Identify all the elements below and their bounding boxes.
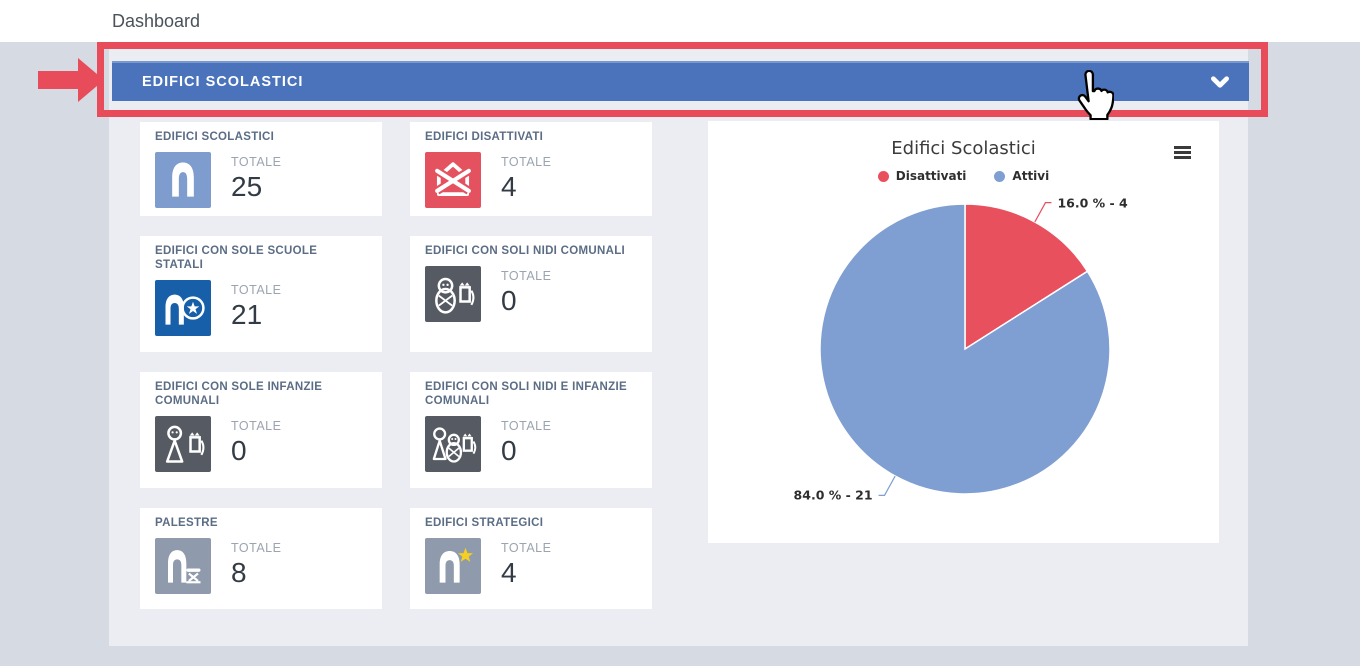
stat-card-edifici-disattivati[interactable]: EDIFICI DISATTIVATI TOTALE 4 (410, 122, 652, 216)
card-title: EDIFICI CON SOLI NIDI COMUNALI (425, 245, 626, 257)
stat-card-soli-nidi-comunali[interactable]: EDIFICI CON SOLI NIDI COMUNALI TOTALE 0 (410, 236, 652, 352)
card-title: EDIFICI CON SOLE INFANZIE COMUNALI (155, 381, 323, 407)
section-header-label: EDIFICI SCOLASTICI (142, 74, 304, 90)
legend-label: Attivi (1012, 169, 1050, 183)
gym-building-icon (155, 538, 211, 594)
card-total-value: 0 (501, 285, 517, 316)
cursor-pointer-icon (1077, 70, 1114, 120)
strategic-building-icon (425, 538, 481, 594)
card-title: PALESTRE (155, 517, 218, 529)
section-header-edifici-scolastici[interactable]: EDIFICI SCOLASTICI (112, 61, 1249, 101)
card-total-value: 0 (501, 435, 517, 466)
card-title: EDIFICI CON SOLI NIDI E INFANZIE COMUNAL… (425, 381, 627, 407)
pie-label-connector (1034, 202, 1052, 223)
card-total-value: 21 (231, 299, 263, 330)
stat-card-edifici-scolastici[interactable]: EDIFICI SCOLASTICI TOTALE 25 (140, 122, 382, 216)
card-total-label: TOTALE (501, 269, 552, 283)
stat-card-sole-scuole-statali[interactable]: EDIFICI CON SOLE SCUOLE STATALI TOTALE 2… (140, 236, 382, 352)
pie-slice-label: 16.0 % - 4 (1057, 195, 1128, 211)
state-school-building-icon (155, 280, 211, 336)
card-title: EDIFICI STRATEGICI (425, 517, 544, 529)
pie-slice-disattivati[interactable] (964, 203, 1089, 351)
card-total-value: 8 (231, 557, 247, 588)
legend-marker-attivi (994, 170, 1006, 182)
chart-panel: Edifici Scolastici Disattivati Attivi 16… (708, 121, 1219, 543)
card-title: EDIFICI SCOLASTICI (155, 131, 275, 143)
pie-slice-attivi[interactable] (819, 203, 1111, 495)
chart-legend: Disattivati Attivi (708, 169, 1219, 183)
building-icon (155, 152, 211, 208)
card-total-label: TOTALE (501, 419, 552, 433)
card-total-value: 25 (231, 171, 263, 202)
chart-title: Edifici Scolastici (891, 138, 1036, 159)
card-total-label: TOTALE (501, 155, 552, 169)
card-title: EDIFICI DISATTIVATI (425, 131, 544, 143)
card-total-value: 4 (501, 557, 517, 588)
card-total-label: TOTALE (501, 541, 552, 555)
legend-label: Disattivati (895, 169, 967, 183)
card-title: EDIFICI CON SOLE SCUOLE STATALI (155, 245, 318, 271)
legend-item-disattivati[interactable]: Disattivati (877, 169, 967, 183)
card-total-label: TOTALE (231, 155, 282, 169)
chart-menu-hamburger-icon[interactable] (1174, 146, 1191, 159)
nursery-icon (425, 266, 481, 322)
nursery-kindergarten-icon (425, 416, 481, 472)
legend-marker-disattivati (877, 170, 889, 182)
pie-slice-label: 84.0 % - 21 (793, 487, 873, 503)
stat-card-sole-infanzie-comunali[interactable]: EDIFICI CON SOLE INFANZIE COMUNALI TOTAL… (140, 372, 382, 488)
kindergarten-icon (155, 416, 211, 472)
chevron-down-icon[interactable] (1209, 74, 1231, 90)
legend-item-attivi[interactable]: Attivi (994, 169, 1049, 183)
card-total-value: 4 (501, 171, 517, 202)
pie-label-connector (878, 475, 896, 496)
pie-chart-svg[interactable] (708, 121, 1219, 543)
page-title: Dashboard (112, 10, 201, 31)
stat-card-edifici-strategici[interactable]: EDIFICI STRATEGICI TOTALE 4 (410, 508, 652, 609)
card-total-label: TOTALE (231, 283, 282, 297)
card-total-label: TOTALE (231, 541, 282, 555)
card-total-value: 0 (231, 435, 247, 466)
stat-card-nidi-e-infanzie-comunali[interactable]: EDIFICI CON SOLI NIDI E INFANZIE COMUNAL… (410, 372, 652, 488)
stat-card-grid: EDIFICI SCOLASTICI TOTALE 25 EDIFICI DIS… (140, 122, 652, 609)
stat-card-palestre[interactable]: PALESTRE TOTALE 8 (140, 508, 382, 609)
building-disabled-icon (425, 152, 481, 208)
card-total-label: TOTALE (231, 419, 282, 433)
topbar: Dashboard (0, 0, 1360, 42)
annotation-arrow-icon (38, 58, 104, 102)
